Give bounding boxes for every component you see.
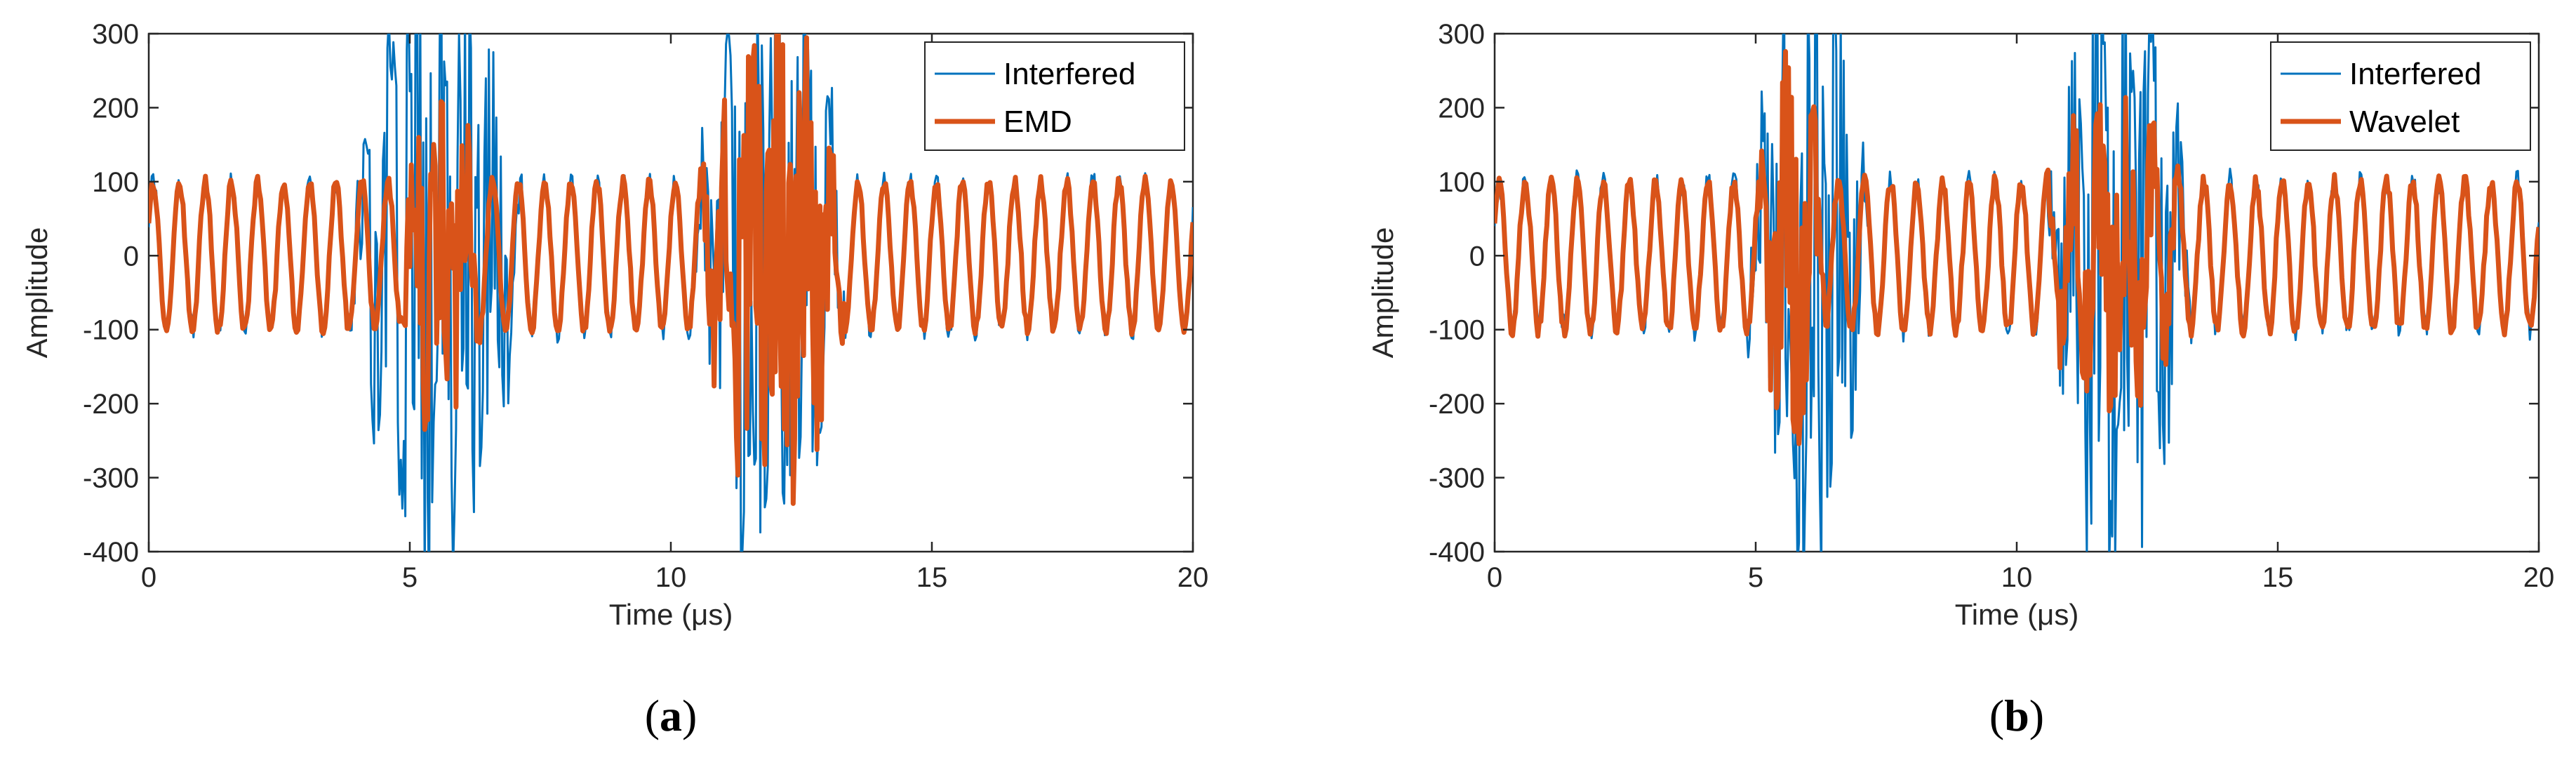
y-tick-label: 200 <box>92 93 139 124</box>
y-tick-label: -400 <box>1429 537 1485 568</box>
y-tick-label: 100 <box>1438 167 1485 198</box>
y-tick-label: 300 <box>92 19 139 50</box>
series-line-wavelet <box>1495 48 2539 446</box>
y-tick-label: -200 <box>83 389 139 420</box>
caption-open-paren: ( <box>645 691 660 740</box>
legend-label: EMD <box>1003 105 1072 139</box>
x-tick-label: 0 <box>141 562 156 593</box>
y-tick-label: -300 <box>83 463 139 494</box>
panel-caption: (a) <box>645 691 698 740</box>
panel-a: 0 5 10 15 20 -400 -300 -200 -100 0 100 200 300 Time (… <box>20 19 1209 740</box>
panel-caption: (b) <box>1989 691 2044 740</box>
x-tick-label: 5 <box>402 562 418 593</box>
y-tick-label: 0 <box>124 241 139 272</box>
legend-label: Wavelet <box>2349 105 2460 139</box>
y-tick-label: 200 <box>1438 93 1485 124</box>
legend-label: Interfered <box>1003 57 1135 91</box>
x-tick-label: 20 <box>2523 562 2555 593</box>
legend-box <box>924 41 1185 151</box>
y-tick-label: -100 <box>83 315 139 346</box>
x-tick-label: 15 <box>2262 562 2294 593</box>
series-line-emd <box>149 34 1193 506</box>
y-tick-label: -400 <box>83 537 139 568</box>
y-tick-label: -300 <box>1429 463 1485 494</box>
legend-box <box>2270 41 2531 151</box>
x-tick-label: 5 <box>1748 562 1763 593</box>
x-tick-label: 10 <box>655 562 687 593</box>
y-tick-label: 0 <box>1469 241 1485 272</box>
caption-close-paren: ) <box>2029 691 2044 740</box>
x-tick-label: 0 <box>1487 562 1502 593</box>
x-tick-label: 15 <box>916 562 948 593</box>
caption-open-paren: ( <box>1989 691 2004 740</box>
y-tick-label: -200 <box>1429 389 1485 420</box>
legend-label: Interfered <box>2349 57 2481 91</box>
x-axis-label: Time (μs) <box>609 598 733 631</box>
caption-letter: a <box>660 691 682 740</box>
y-tick-label: -100 <box>1429 315 1485 346</box>
legend: Interfered Wavelet <box>2270 41 2531 151</box>
x-axis-label: Time (μs) <box>1955 598 2079 631</box>
x-tick-label: 10 <box>2001 562 2033 593</box>
x-tick-label: 20 <box>1177 562 1209 593</box>
y-axis-label: Amplitude <box>20 227 53 359</box>
y-tick-label: 300 <box>1438 19 1485 50</box>
panel-b: 0 5 10 15 20 -400 -300 -200 -100 0 100 200 300 Time (… <box>1366 19 2555 740</box>
legend: Interfered EMD <box>924 41 1185 151</box>
y-tick-label: 100 <box>92 167 139 198</box>
y-axis-label: Amplitude <box>1366 227 1399 359</box>
caption-close-paren: ) <box>682 691 697 740</box>
caption-letter: b <box>2004 691 2029 740</box>
